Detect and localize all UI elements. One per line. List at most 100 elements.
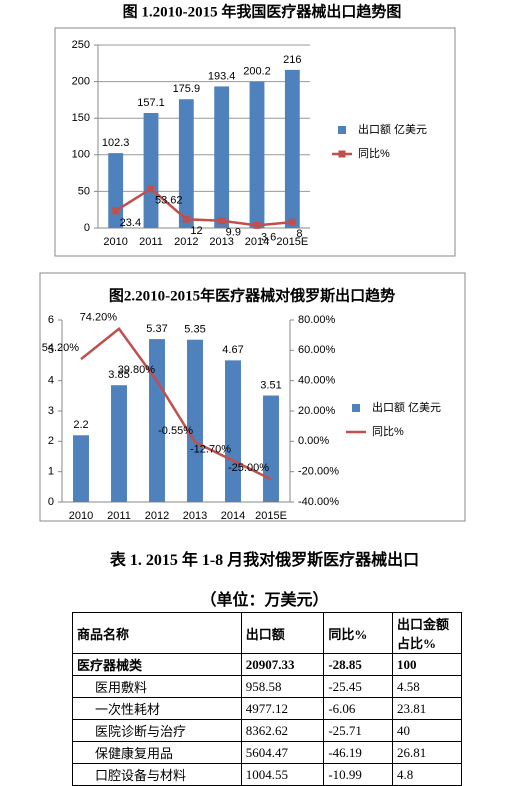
table-title: 表 1. 2015 年 1-8 月我对俄罗斯医疗器械出口 [109,552,420,569]
table-cell: 4977.12 [240,697,325,720]
table-cell: -25.71 [323,719,393,742]
table-row: 医疗器械类 20907.33 -28.85 100 [72,653,462,676]
table-row: 医院诊断与治疗 8362.62 -25.71 40 [72,719,462,742]
chart-frame [54,27,456,257]
bar [249,81,265,228]
bar [214,86,230,228]
x-tick-label: 2015E [255,510,287,522]
line-label: 39.80% [118,364,156,376]
table-row: 医用敷料 958.58 -25.45 4.58 [72,675,462,698]
table-row: 一次性耗材 4977.12 -6.06 23.81 [72,697,462,720]
table-cell: 8362.62 [240,719,325,742]
line-marker [288,218,296,226]
bar [111,385,127,502]
bar-label: 175.9 [173,83,201,95]
x-tick-label: 2011 [107,510,131,522]
table-row: 口腔设备与材料 1004.55 -10.99 4.8 [72,763,462,786]
line-marker [253,221,261,229]
line-label: -12.70% [190,444,231,456]
chart-frame [39,272,466,522]
legend-swatch [352,404,360,412]
bar-label: 193.4 [208,70,236,82]
line-label: 53.62 [155,195,183,207]
header-cell: 同比% [323,612,393,654]
x-tick-label: 2012 [174,236,198,248]
bar-label: 200.2 [243,65,271,77]
line-marker [112,207,120,215]
line-label: 3.6 [261,231,276,243]
line-marker [182,215,190,223]
bar-label: 3.85 [108,369,129,381]
bar-label: 102.3 [102,137,130,149]
y2-tick-label: -20.00% [298,466,339,478]
line-marker [147,185,155,193]
table-cell: 1004.55 [240,763,325,786]
bar [187,339,203,502]
bar-label: 2.2 [73,419,88,431]
legend-label: 出口额 亿美元 [358,122,427,136]
legend-label: 出口额 亿美元 [372,400,441,414]
line-label: 9.9 [226,227,241,239]
x-tick-label: 2012 [145,510,169,522]
header-cell: 出口金额占比% [392,612,462,654]
bar-label: 157.1 [137,97,165,109]
bar-label: 4.67 [222,344,243,356]
bar [143,113,159,228]
table-cell: 一次性耗材 [72,697,242,720]
x-tick-label: 2010 [69,510,93,522]
bar-label: 5.35 [184,324,205,336]
y-tick-label: 4 [48,375,54,387]
header-cell: 商品名称 [72,612,242,654]
y-tick-label: 100 [72,149,90,161]
bar [149,339,165,502]
table-cell: 4.58 [392,675,462,698]
y-tick-label: 0 [84,222,90,234]
x-tick-label: 2013 [209,236,233,248]
y-tick-label: 0 [48,496,54,508]
line-label: 12 [190,225,202,237]
table: 商品名称 出口额 同比% 出口金额占比% 医疗器械类 20907.33 -28.85 100 医… [72,612,462,786]
line-label: 74.20% [80,312,118,324]
table-cell: 保健康复用品 [72,741,242,764]
charts: 图 1.2010-2015 年我国医疗器械出口趋势图05010015020025… [39,2,466,522]
table-cell: -28.85 [323,653,393,676]
table-cell: -10.99 [323,763,393,786]
table-body: 商品名称 出口额 同比% 出口金额占比% 医疗器械类 20907.33 -28.85 100 医… [72,612,462,786]
bar [263,395,279,502]
table-cell: 医院诊断与治疗 [72,719,242,742]
y2-tick-label: 0.00% [298,435,329,447]
y2-tick-label: 80.00% [298,314,336,326]
chart-title: 图 1.2010-2015 年我国医疗器械出口趋势图 [123,2,402,20]
table-cell: -6.06 [323,697,393,720]
y2-tick-label: -40.00% [298,496,339,508]
bar [225,360,241,502]
y-tick-label: 5 [48,344,54,356]
legend-swatch [338,126,346,134]
y2-tick-label: 40.00% [298,375,336,387]
x-tick-label: 2014 [245,236,269,248]
table-cell: -46.19 [323,741,393,764]
line-marker [218,217,226,225]
table-unit: （单位：万美元） [200,592,329,609]
line-label: 8 [296,228,302,240]
header-row: 商品名称 出口额 同比% 出口金额占比% [72,612,462,654]
table-cell: 医用敷料 [72,675,242,698]
y-tick-label: 3 [48,405,54,417]
table-row: 保健康复用品 5604.47 -46.19 26.81 [72,741,462,764]
x-tick-label: 2013 [183,510,207,522]
y-tick-label: 150 [72,112,90,124]
y-tick-label: 6 [48,314,54,326]
line-label: 23.4 [120,217,141,229]
line [115,187,293,227]
x-tick-label: 2014 [221,510,245,522]
y-tick-label: 1 [48,466,54,478]
legend-label: 同比% [358,147,390,160]
table-cell: 100 [392,653,462,676]
table-cell: -25.45 [323,675,393,698]
table-cell: 医疗器械类 [72,653,242,676]
y2-tick-label: 60.00% [298,344,336,356]
line-label: -25.00% [228,462,269,474]
bar [284,69,300,228]
header-cell: 出口额 [240,612,325,654]
y-tick-label: 250 [72,39,90,51]
